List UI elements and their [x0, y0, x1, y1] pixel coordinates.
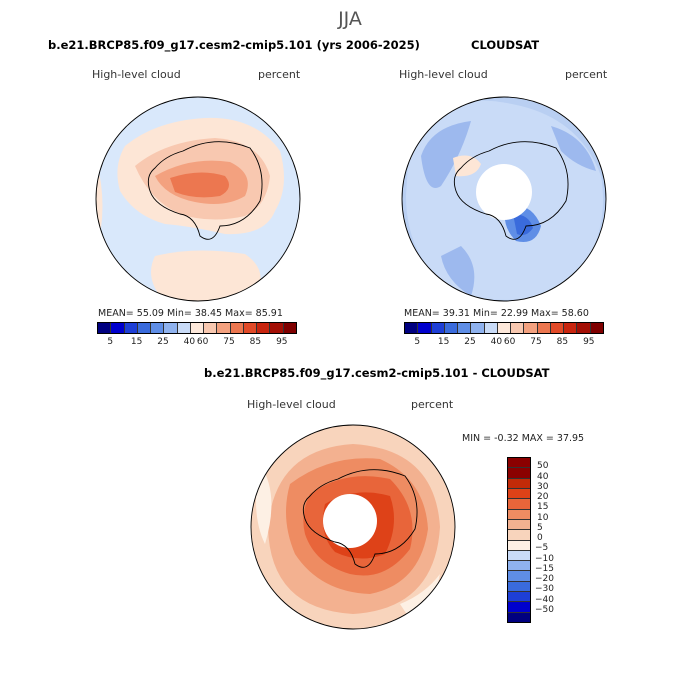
colorbar-swatch	[508, 478, 530, 489]
diff-units-label: percent	[411, 398, 454, 411]
obs-variable-label: High-level cloud	[399, 68, 488, 81]
colorbar-tick-label: −50	[535, 604, 554, 615]
colorbar-swatch	[124, 323, 138, 333]
colorbar-swatch	[508, 509, 530, 520]
colorbar-swatch	[564, 323, 578, 333]
colorbar-tick-label: 15	[437, 337, 450, 347]
diff-colorbar	[507, 457, 531, 623]
colorbar-tick-label: 75	[530, 337, 542, 347]
colorbar-swatch	[230, 323, 244, 333]
colorbar-swatch	[508, 530, 530, 541]
colorbar-tick-label: 10	[537, 512, 549, 523]
colorbar-tick-label: 60	[503, 337, 516, 347]
colorbar-swatch	[177, 323, 191, 333]
obs-stats: MEAN= 39.31 Min= 22.99 Max= 58.60	[404, 308, 589, 319]
colorbar-swatch	[508, 571, 530, 582]
colorbar-swatch	[444, 323, 459, 333]
diff-variable-label: High-level cloud	[247, 398, 336, 411]
diff-polar-map	[250, 424, 456, 630]
obs-units-label: percent	[565, 68, 608, 81]
diff-stats: MIN = -0.32 MAX = 37.95	[462, 433, 585, 444]
colorbar-tick-label: 25	[157, 337, 169, 347]
colorbar-swatch	[111, 323, 125, 333]
colorbar-swatch	[577, 323, 591, 333]
colorbar-tick-label: 75	[223, 337, 235, 347]
colorbar-swatch	[243, 323, 258, 333]
colorbar-tick-label: 30	[537, 481, 549, 492]
colorbar-tick-label: 85	[249, 337, 262, 347]
colorbar-swatch	[508, 488, 530, 500]
colorbar-swatch	[508, 458, 530, 469]
diff-panel-title: b.e21.BRCP85.f09_g17.cesm2-cmip5.101 - C…	[204, 366, 550, 380]
colorbar-swatch	[508, 540, 530, 551]
colorbar-swatch	[508, 561, 530, 572]
colorbar-swatch	[524, 323, 538, 333]
colorbar-tick-label: 0	[537, 533, 543, 543]
obs-colorbar	[404, 322, 604, 334]
colorbar-tick-label: 15	[537, 502, 549, 513]
colorbar-tick-label: −20	[535, 574, 554, 584]
colorbar-tick-label: −5	[535, 543, 549, 554]
model-colorbar-ticks: 5 15 25 40 60 75 85 95	[97, 337, 295, 349]
colorbar-swatch	[508, 550, 530, 562]
obs-polar-map	[401, 96, 607, 302]
colorbar-swatch	[508, 612, 530, 622]
colorbar-swatch	[508, 602, 530, 613]
colorbar-swatch	[98, 323, 112, 333]
season-title: JJA	[338, 8, 362, 30]
model-units-label: percent	[258, 68, 301, 81]
model-panel-title: b.e21.BRCP85.f09_g17.cesm2-cmip5.101 (yr…	[48, 38, 420, 52]
colorbar-swatch	[537, 323, 551, 333]
colorbar-tick-label: 95	[276, 337, 288, 347]
colorbar-tick-label: 40	[537, 471, 549, 482]
colorbar-tick-label: −30	[535, 584, 554, 595]
colorbar-tick-label: 5	[107, 337, 114, 347]
colorbar-swatch	[508, 581, 530, 593]
colorbar-swatch	[270, 323, 284, 333]
colorbar-tick-label: 85	[556, 337, 569, 347]
colorbar-tick-label: 5	[414, 337, 421, 347]
obs-colorbar-ticks: 5 15 25 40 60 75 85 95	[404, 337, 602, 349]
colorbar-swatch	[508, 519, 530, 531]
colorbar-swatch	[151, 323, 165, 333]
colorbar-swatch	[550, 323, 565, 333]
model-colorbar	[97, 322, 297, 334]
colorbar-tick-label: 20	[537, 492, 549, 502]
colorbar-swatch	[257, 323, 271, 333]
colorbar-swatch	[511, 323, 525, 333]
colorbar-tick-label: −15	[535, 563, 554, 574]
colorbar-swatch	[405, 323, 419, 333]
model-polar-map	[95, 96, 301, 302]
colorbar-swatch	[164, 323, 178, 333]
colorbar-swatch	[431, 323, 445, 333]
model-variable-label: High-level cloud	[92, 68, 181, 81]
colorbar-swatch	[217, 323, 231, 333]
colorbar-swatch	[508, 499, 530, 510]
diff-colorbar-ticks: 50 40 30 20 15 10 5 0 −5 −10 −15 −20 −30 −40 −50	[535, 457, 577, 621]
colorbar-swatch	[508, 468, 530, 479]
colorbar-tick-label: 15	[130, 337, 143, 347]
model-stats: MEAN= 55.09 Min= 38.45 Max= 85.91	[98, 308, 283, 319]
colorbar-tick-label: −40	[535, 594, 554, 605]
colorbar-tick-label: 5	[537, 522, 543, 533]
colorbar-tick-label: 40	[183, 337, 196, 347]
colorbar-swatch	[418, 323, 432, 333]
colorbar-tick-label: 50	[537, 461, 549, 472]
colorbar-swatch	[458, 323, 472, 333]
colorbar-tick-label: 60	[196, 337, 209, 347]
colorbar-swatch	[497, 323, 512, 333]
colorbar-swatch	[283, 323, 296, 333]
colorbar-tick-label: −10	[535, 553, 554, 564]
colorbar-swatch	[590, 323, 603, 333]
colorbar-swatch	[471, 323, 485, 333]
colorbar-swatch	[204, 323, 218, 333]
colorbar-tick-label: 25	[464, 337, 476, 347]
obs-panel-title: CLOUDSAT	[471, 38, 540, 52]
colorbar-swatch	[190, 323, 205, 333]
colorbar-tick-label: 40	[490, 337, 503, 347]
colorbar-swatch	[137, 323, 152, 333]
colorbar-swatch	[484, 323, 498, 333]
colorbar-tick-label: 95	[583, 337, 595, 347]
colorbar-swatch	[508, 592, 530, 603]
